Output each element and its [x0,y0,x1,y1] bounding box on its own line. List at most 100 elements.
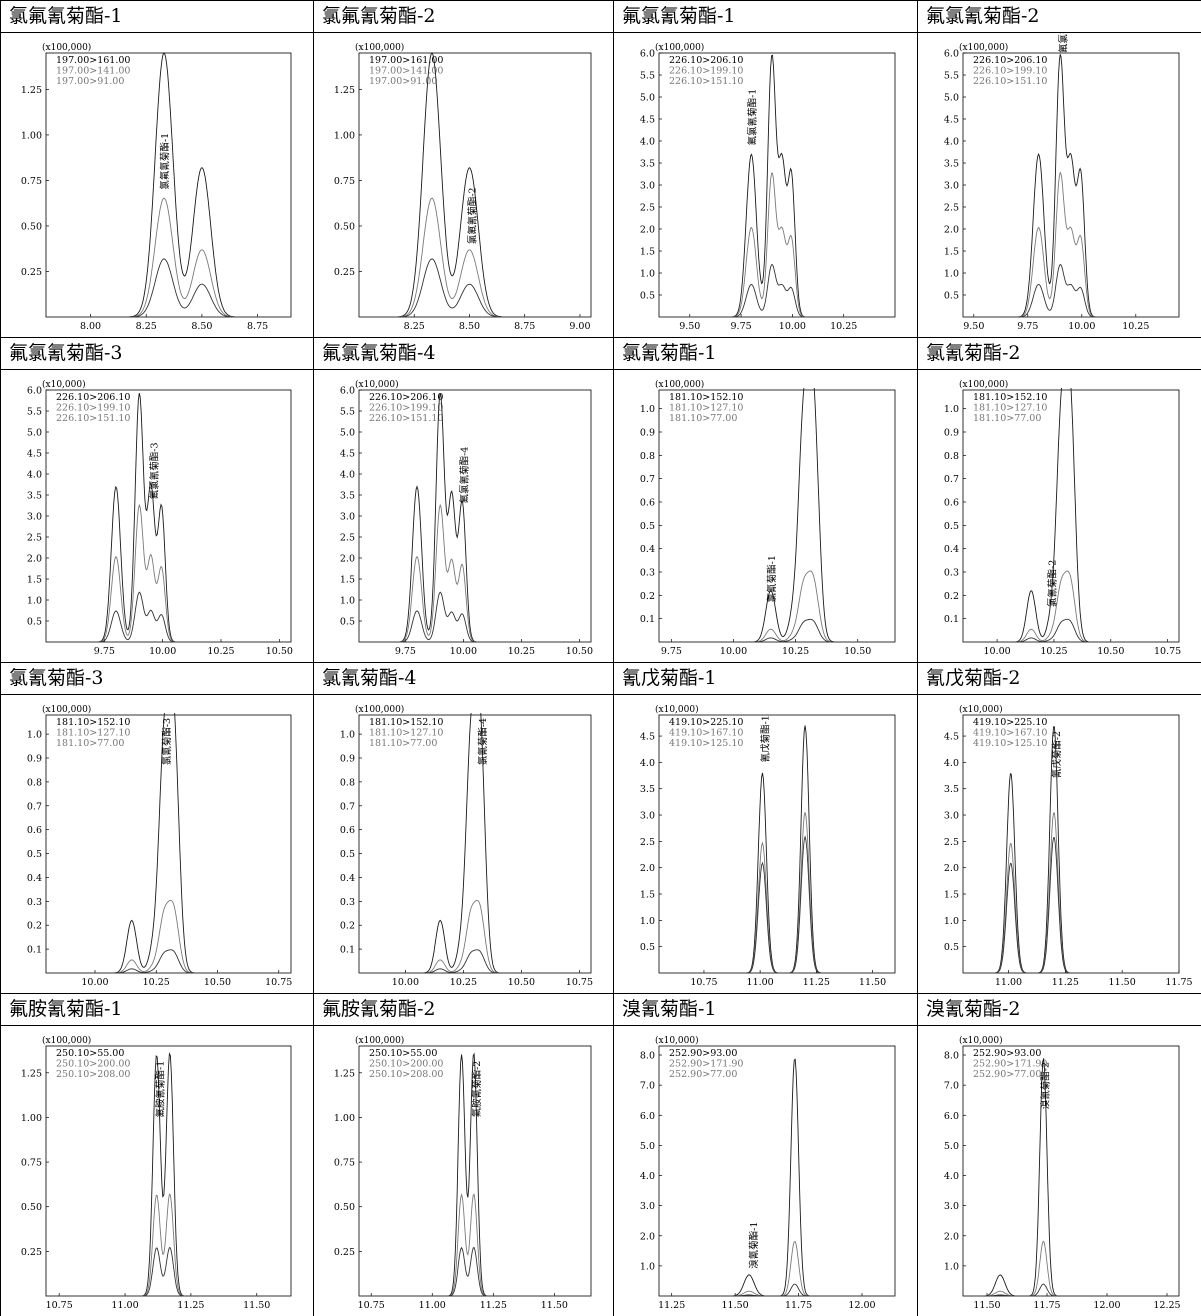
y-tick-label: 3.5 [640,159,655,170]
y-tick-label: 0.2 [27,921,42,932]
y-tick-label: 0.25 [21,1247,42,1258]
series-line [359,503,591,642]
legend-entry: 197.00>141.00 [369,66,443,77]
y-tick-label: 3.0 [944,1201,959,1212]
y-tick-label: 4.0 [944,1171,959,1182]
legend-entry: 252.90>93.00 [973,1048,1041,1059]
legend-entry: 226.10>151.10 [56,413,130,424]
y-tick-label: 3.5 [340,491,355,502]
scale-label: (x10,000) [655,1035,699,1046]
y-tick-label: 2.0 [27,554,42,565]
y-tick-label: 1.25 [334,1068,355,1079]
series-line [963,1058,1179,1296]
plot-frame [45,714,292,974]
y-tick-label: 0.9 [340,754,355,765]
x-tick-label: 10.25 [1040,646,1067,657]
y-tick-label: 0.5 [944,521,959,532]
y-tick-label: 0.5 [27,849,42,860]
x-tick-label: 10.00 [984,646,1011,657]
chart-panel: 氟氯氰菊酯-3 (x10,000) 0.5 1.0 1.5 2.0 2.5 3.0 3.5 4.0… [0,337,313,662]
series-line [659,570,895,642]
chart-title: 氰戊菊酯-1 [613,662,917,695]
y-tick-label: 8.0 [640,1051,655,1062]
x-tick-label: 10.00 [392,977,419,988]
x-tick-label: 9.75 [395,646,416,657]
y-tick-label: 0.5 [340,617,355,628]
y-tick-label: 0.7 [340,801,355,812]
y-tick-label: 0.5 [640,291,655,302]
chromatogram-svg: (x10,000) 0.5 1.0 1.5 2.0 2.5 3.0 3.5 4.0 4.5 10.7… [640,704,896,988]
series-line [963,1240,1179,1296]
chart-panel: 氟胺氰菊酯-1 (x100,000) 0.25 0.50 0.75 1.00 1.25 10.… [0,993,313,1316]
x-tick-label: 10.50 [266,646,293,657]
y-tick-label: 1.0 [944,404,959,415]
x-tick-label: 10.00 [1068,321,1095,332]
peak-annotation: 氟氯氰菊酯-3 [148,442,160,499]
series-line [659,264,895,317]
y-tick-label: 4.0 [944,758,959,769]
x-tick-label: 10.25 [508,646,535,657]
y-tick-label: 0.25 [334,267,355,278]
y-tick-label: 5.5 [944,71,959,82]
x-tick-label: 10.00 [81,977,108,988]
series-line [359,899,591,973]
y-tick-label: 2.5 [640,203,655,214]
legend-entry: 419.10>167.10 [669,728,743,739]
chromatogram-svg: (x100,000) 0.5 1.0 1.5 2.0 2.5 3.0 3.5 4.0 4.5 5.0… [944,33,1180,332]
y-tick-label: 4.0 [640,137,655,148]
y-tick-label: 1.0 [640,916,655,927]
legend-entry: 419.10>225.10 [669,717,743,728]
scale-label: (x100,000) [959,379,1008,390]
y-tick-label: 4.0 [27,470,42,481]
chart-panel: 氯氰菊酯-3 (x100,000) 0.1 0.2 0.3 0.4 0.5 0.6 0.7 0.8… [0,662,313,993]
table-border-horizontal [0,993,1201,994]
plot-frame [658,389,896,643]
legend-entry: 181.10>152.10 [369,717,443,728]
y-tick-label: 6.0 [640,1111,655,1122]
scale-label: (x10,000) [655,704,699,715]
legend-entry: 419.10>225.10 [973,717,1047,728]
y-tick-label: 0.50 [334,1202,355,1213]
chart-panel: 氟胺氰菊酯-2 (x100,000) 0.25 0.50 0.75 1.00 1.25 10.… [313,993,613,1316]
series-line [659,388,895,642]
chart-panel: 氰戊菊酯-1 (x10,000) 0.5 1.0 1.5 2.0 2.5 3.0 3.5 4.0 4… [613,662,917,993]
table-border-horizontal [0,337,1201,338]
x-tick-label: 11.50 [859,977,886,988]
x-tick-label: 10.00 [779,321,806,332]
y-tick-label: 1.00 [334,1113,355,1124]
y-tick-label: 4.5 [640,732,655,743]
y-tick-label: 0.5 [640,942,655,953]
y-tick-label: 3.0 [944,181,959,192]
series-line [46,591,291,642]
legend-entry: 181.10>77.00 [369,738,437,749]
chart-title: 氟氯氰菊酯-3 [0,337,313,370]
y-tick-label: 1.0 [340,596,355,607]
chart-panel: 氟氯氰菊酯-1 (x100,000) 0.5 1.0 1.5 2.0 2.5 3.0 3.5 4.… [613,0,917,337]
series-line [359,258,591,317]
peak-annotation: 氯氰菊酯-3 [161,718,173,765]
y-tick-label: 2.0 [944,1231,959,1242]
x-tick-label: 9.75 [661,646,682,657]
y-tick-label: 3.5 [27,491,42,502]
chart-panel: 氯氟氰菊酯-2 (x100,000) 0.25 0.50 0.75 1.00 1.25 8.2… [313,0,613,337]
y-tick-label: 1.0 [27,730,42,741]
y-tick-label: 0.50 [21,1202,42,1213]
legend-entry: 197.00>91.00 [369,76,437,87]
y-tick-label: 2.0 [340,554,355,565]
legend-entry: 419.10>167.10 [973,728,1047,739]
y-tick-label: 3.0 [340,512,355,523]
series-line [46,1052,291,1296]
chromatogram-svg: (x10,000) 1.0 2.0 3.0 4.0 5.0 6.0 7.0 8.0 11.25 11… [640,1035,896,1311]
x-tick-label: 9.50 [963,321,984,332]
chart-title: 氟氯氰菊酯-2 [917,0,1201,33]
series-line [963,836,1179,973]
y-tick-label: 1.5 [640,247,655,258]
y-tick-label: 1.5 [340,575,355,586]
scale-label: (x100,000) [959,42,1008,53]
series-line [963,171,1179,317]
legend-entry: 226.10>206.10 [56,392,130,403]
legend-entry: 197.00>141.00 [56,66,130,77]
x-tick-label: 8.50 [191,321,212,332]
y-tick-label: 1.00 [21,1113,42,1124]
series-line [46,1247,291,1296]
